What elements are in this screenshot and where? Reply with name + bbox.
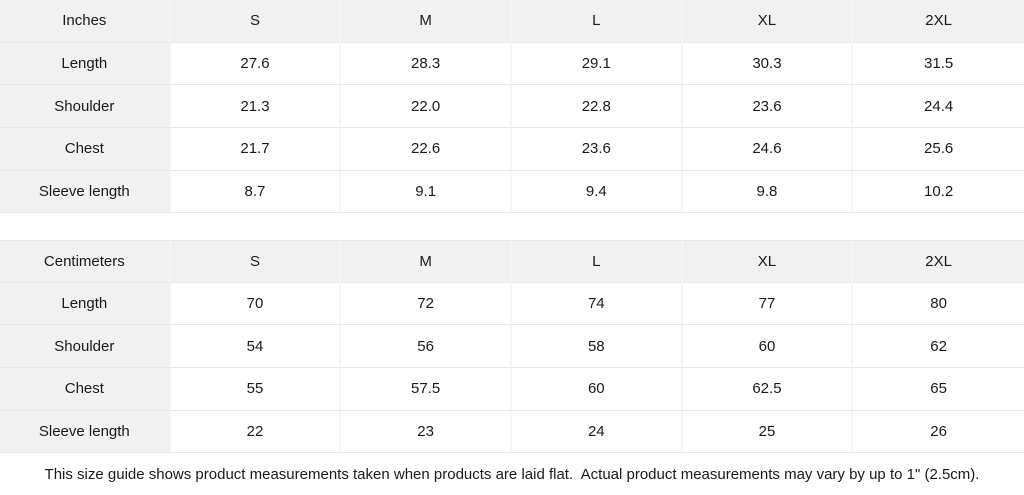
size-table-centimeters: Centimeters S M L XL 2XL Length 70 72 74 77 80 Shoul… <box>0 239 1024 454</box>
measurement-value-cell: 28.3 <box>341 42 512 86</box>
measurement-label-cell: Chest <box>0 128 171 171</box>
measurement-value-cell: 54 <box>170 325 342 368</box>
size-header-cell: L <box>511 0 683 43</box>
unit-header-cell: Centimeters <box>0 239 171 283</box>
measurement-value-cell: 62.5 <box>682 368 854 411</box>
size-header-cell: S <box>170 0 342 43</box>
size-header-cell: S <box>170 239 342 283</box>
measurement-value-cell: 58 <box>511 325 683 368</box>
measurement-label-cell: Shoulder <box>0 85 171 129</box>
measurement-row: Sleeve length 22 23 24 25 26 <box>0 410 1024 454</box>
measurement-row: Length 70 72 74 77 80 <box>0 282 1024 326</box>
size-header-cell: L <box>511 239 683 283</box>
measurement-label-cell: Chest <box>0 368 171 411</box>
measurement-value-cell: 8.7 <box>170 170 342 214</box>
measurement-row: Sleeve length 8.7 9.1 9.4 9.8 10.2 <box>0 170 1024 214</box>
measurement-value-cell: 60 <box>511 368 683 411</box>
measurement-label-cell: Length <box>0 42 171 86</box>
measurement-row: Chest 21.7 22.6 23.6 24.6 25.6 <box>0 128 1024 171</box>
measurement-value-cell: 70 <box>170 282 342 326</box>
measurement-value-cell: 60 <box>682 325 854 368</box>
measurement-row: Shoulder 54 56 58 60 62 <box>0 325 1024 368</box>
measurement-value-cell: 27.6 <box>170 42 342 86</box>
measurement-label-cell: Shoulder <box>0 325 171 368</box>
measurement-value-cell: 21.7 <box>170 128 342 171</box>
measurement-value-cell: 21.3 <box>170 85 342 129</box>
measurement-value-cell: 55 <box>170 368 342 411</box>
measurement-value-cell: 23.6 <box>682 85 854 129</box>
measurement-value-cell: 10.2 <box>853 170 1024 214</box>
measurement-value-cell: 22.6 <box>341 128 512 171</box>
measurement-value-cell: 22.8 <box>511 85 683 129</box>
measurement-value-cell: 62 <box>853 325 1024 368</box>
measurement-value-cell: 77 <box>682 282 854 326</box>
measurement-label-cell: Sleeve length <box>0 410 171 454</box>
measurement-value-cell: 57.5 <box>341 368 512 411</box>
measurement-value-cell: 56 <box>341 325 512 368</box>
measurement-value-cell: 23 <box>341 410 512 454</box>
header-row: Centimeters S M L XL 2XL <box>0 239 1024 283</box>
measurement-value-cell: 31.5 <box>853 42 1024 86</box>
measurement-label-cell: Length <box>0 282 171 326</box>
size-header-cell: XL <box>682 239 854 283</box>
measurement-row: Length 27.6 28.3 29.1 30.3 31.5 <box>0 42 1024 86</box>
measurement-value-cell: 9.8 <box>682 170 854 214</box>
measurement-value-cell: 26 <box>853 410 1024 454</box>
measurement-value-cell: 24.4 <box>853 85 1024 129</box>
unit-header-cell: Inches <box>0 0 171 43</box>
measurement-label-cell: Sleeve length <box>0 170 171 214</box>
header-row: Inches S M L XL 2XL <box>0 0 1024 43</box>
size-table-inches: Inches S M L XL 2XL Length 27.6 28.3 29.1 30.3 31.5… <box>0 0 1024 214</box>
size-header-cell: 2XL <box>853 239 1024 283</box>
size-header-cell: M <box>341 0 512 43</box>
size-header-cell: 2XL <box>853 0 1024 43</box>
measurement-value-cell: 9.1 <box>341 170 512 214</box>
measurement-row: Chest 55 57.5 60 62.5 65 <box>0 368 1024 411</box>
measurement-value-cell: 23.6 <box>511 128 683 171</box>
size-header-cell: M <box>341 239 512 283</box>
measurement-value-cell: 24 <box>511 410 683 454</box>
measurement-value-cell: 74 <box>511 282 683 326</box>
measurement-value-cell: 29.1 <box>511 42 683 86</box>
measurement-value-cell: 25.6 <box>853 128 1024 171</box>
measurement-value-cell: 24.6 <box>682 128 854 171</box>
measurement-value-cell: 30.3 <box>682 42 854 86</box>
measurement-value-cell: 72 <box>341 282 512 326</box>
measurement-value-cell: 22.0 <box>341 85 512 129</box>
measurement-value-cell: 65 <box>853 368 1024 411</box>
measurement-value-cell: 22 <box>170 410 342 454</box>
measurement-value-cell: 9.4 <box>511 170 683 214</box>
size-guide-footnote: This size guide shows product measuremen… <box>0 453 1024 495</box>
size-header-cell: XL <box>682 0 854 43</box>
measurement-row: Shoulder 21.3 22.0 22.8 23.6 24.4 <box>0 85 1024 129</box>
measurement-value-cell: 25 <box>682 410 854 454</box>
measurement-value-cell: 80 <box>853 282 1024 326</box>
